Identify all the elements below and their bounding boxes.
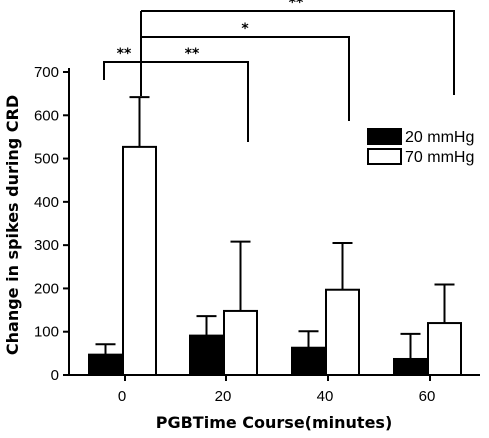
x-axis-title: PGBTime Course(minutes) xyxy=(156,413,393,432)
bars xyxy=(88,145,462,377)
significance-label: ** xyxy=(289,0,304,11)
legend-swatch xyxy=(367,128,402,145)
y-tick-label: 300 xyxy=(34,237,59,254)
bar-70mmhg xyxy=(223,309,258,376)
legend-label: 20 mmHg xyxy=(405,129,474,146)
significance-bracket xyxy=(141,61,249,142)
error-bars xyxy=(95,96,455,359)
y-tick-label: 200 xyxy=(34,280,59,297)
significance-bracket xyxy=(141,10,455,95)
y-tick-label: 400 xyxy=(34,194,59,211)
significance-label: ** xyxy=(117,46,132,62)
y-axis-title: Change in spikes during CRD xyxy=(3,95,22,355)
significance-brackets: ** ***** xyxy=(103,0,455,142)
x-tick-label: 0 xyxy=(118,388,126,405)
x-axis: 0 20 40 60 xyxy=(69,374,480,405)
significance-bracket xyxy=(141,36,350,121)
x-tick-label: 60 xyxy=(419,388,436,405)
significance-label: * xyxy=(241,21,249,37)
y-tick-label: 700 xyxy=(34,64,59,81)
y-tick-label: 500 xyxy=(34,151,59,168)
bar-70mmhg xyxy=(122,145,157,376)
y-tick-label: 600 xyxy=(34,107,59,124)
y-axis: 0 100 200 300 400 500 600 700 xyxy=(34,64,70,384)
bar-20mmhg xyxy=(88,353,123,376)
legend-label: 70 mmHg xyxy=(405,149,474,166)
bar-20mmhg xyxy=(393,357,428,376)
x-tick-label: 20 xyxy=(215,388,232,405)
significance-label: ** xyxy=(185,46,200,62)
bar-70mmhg xyxy=(325,288,360,376)
y-tick-label: 100 xyxy=(34,324,59,341)
bar-20mmhg xyxy=(189,334,224,376)
bar-70mmhg xyxy=(427,322,462,376)
y-tick-label: 0 xyxy=(51,367,59,384)
x-tick-label: 40 xyxy=(317,388,334,405)
significance-bracket xyxy=(103,61,141,80)
legend-swatch xyxy=(367,148,402,165)
legend: 20 mmHg 70 mmHg xyxy=(367,128,474,166)
bar-20mmhg xyxy=(291,346,326,377)
